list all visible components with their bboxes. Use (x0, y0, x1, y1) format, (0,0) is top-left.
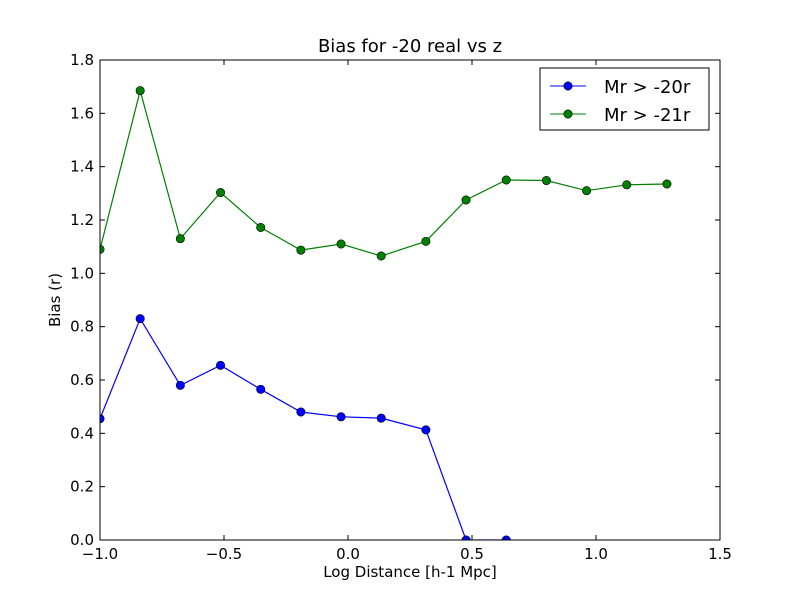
legend-label-mr-21r: Mr > -21r (604, 105, 691, 126)
data-point-mr-20r (216, 360, 226, 370)
chart-title: Bias for -20 real vs z (318, 36, 502, 57)
data-point-mr-20r (256, 384, 266, 394)
y-tick-label: 0.6 (70, 371, 94, 389)
x-tick-label: −1.0 (82, 545, 118, 563)
y-tick-label: 0.4 (70, 424, 94, 442)
y-tick-label: 1.4 (70, 158, 94, 176)
data-point-mr-21r (216, 188, 226, 198)
data-point-mr-20r (175, 380, 185, 390)
data-point-mr-21r (421, 236, 431, 246)
data-point-mr-21r (336, 239, 346, 249)
legend: Mr > -20r Mr > -21r (539, 67, 710, 131)
x-axis-title: Log Distance [h-1 Mpc] (323, 563, 497, 581)
y-tick-label: 0.8 (70, 318, 94, 336)
y-tick-label: 1.6 (70, 104, 94, 122)
data-point-mr-20r (296, 407, 306, 417)
data-point-mr-21r (662, 179, 672, 189)
data-point-mr-20r (135, 314, 145, 324)
data-point-mr-21r (461, 195, 471, 205)
y-axis-title: Bias (r) (46, 273, 64, 327)
legend-box (539, 67, 710, 131)
data-point-mr-20r (421, 425, 431, 435)
data-point-mr-20r (336, 412, 346, 422)
data-point-mr-21r (622, 180, 632, 190)
data-point-mr-21r (541, 176, 551, 186)
data-point-mr-20r (376, 413, 386, 423)
data-point-mr-21r (376, 251, 386, 261)
legend-label-mr-20r: Mr > -20r (604, 77, 691, 98)
data-point-mr-21r (296, 245, 306, 255)
plot-area: −1.0 −0.5 0.0 0.5 1.0 1.5 0.0 0.2 0.4 0.6 0.8 1.0 1.… (70, 51, 732, 563)
y-tick-label: 1.2 (70, 211, 94, 229)
data-point-mr-21r (175, 234, 185, 244)
data-point-mr-21r (582, 186, 592, 196)
x-tick-label: −0.5 (206, 545, 242, 563)
y-tick-label: 1.8 (70, 51, 94, 69)
y-tick-label: 1.0 (70, 264, 94, 282)
x-tick-label: 0.0 (336, 545, 360, 563)
axes-frame (99, 59, 721, 541)
data-point-mr-21r (135, 86, 145, 96)
x-tick-label: 0.5 (460, 545, 484, 563)
data-point-mr-21r (501, 175, 511, 185)
data-point-mr-21r (256, 222, 266, 232)
x-tick-label: 1.5 (708, 545, 732, 563)
y-tick-label: 0.2 (70, 478, 94, 496)
legend-marker-mr-20r (563, 81, 573, 91)
y-tick-label: 0.0 (70, 531, 94, 549)
x-tick-label: 1.0 (584, 545, 608, 563)
legend-marker-mr-21r (563, 109, 573, 119)
